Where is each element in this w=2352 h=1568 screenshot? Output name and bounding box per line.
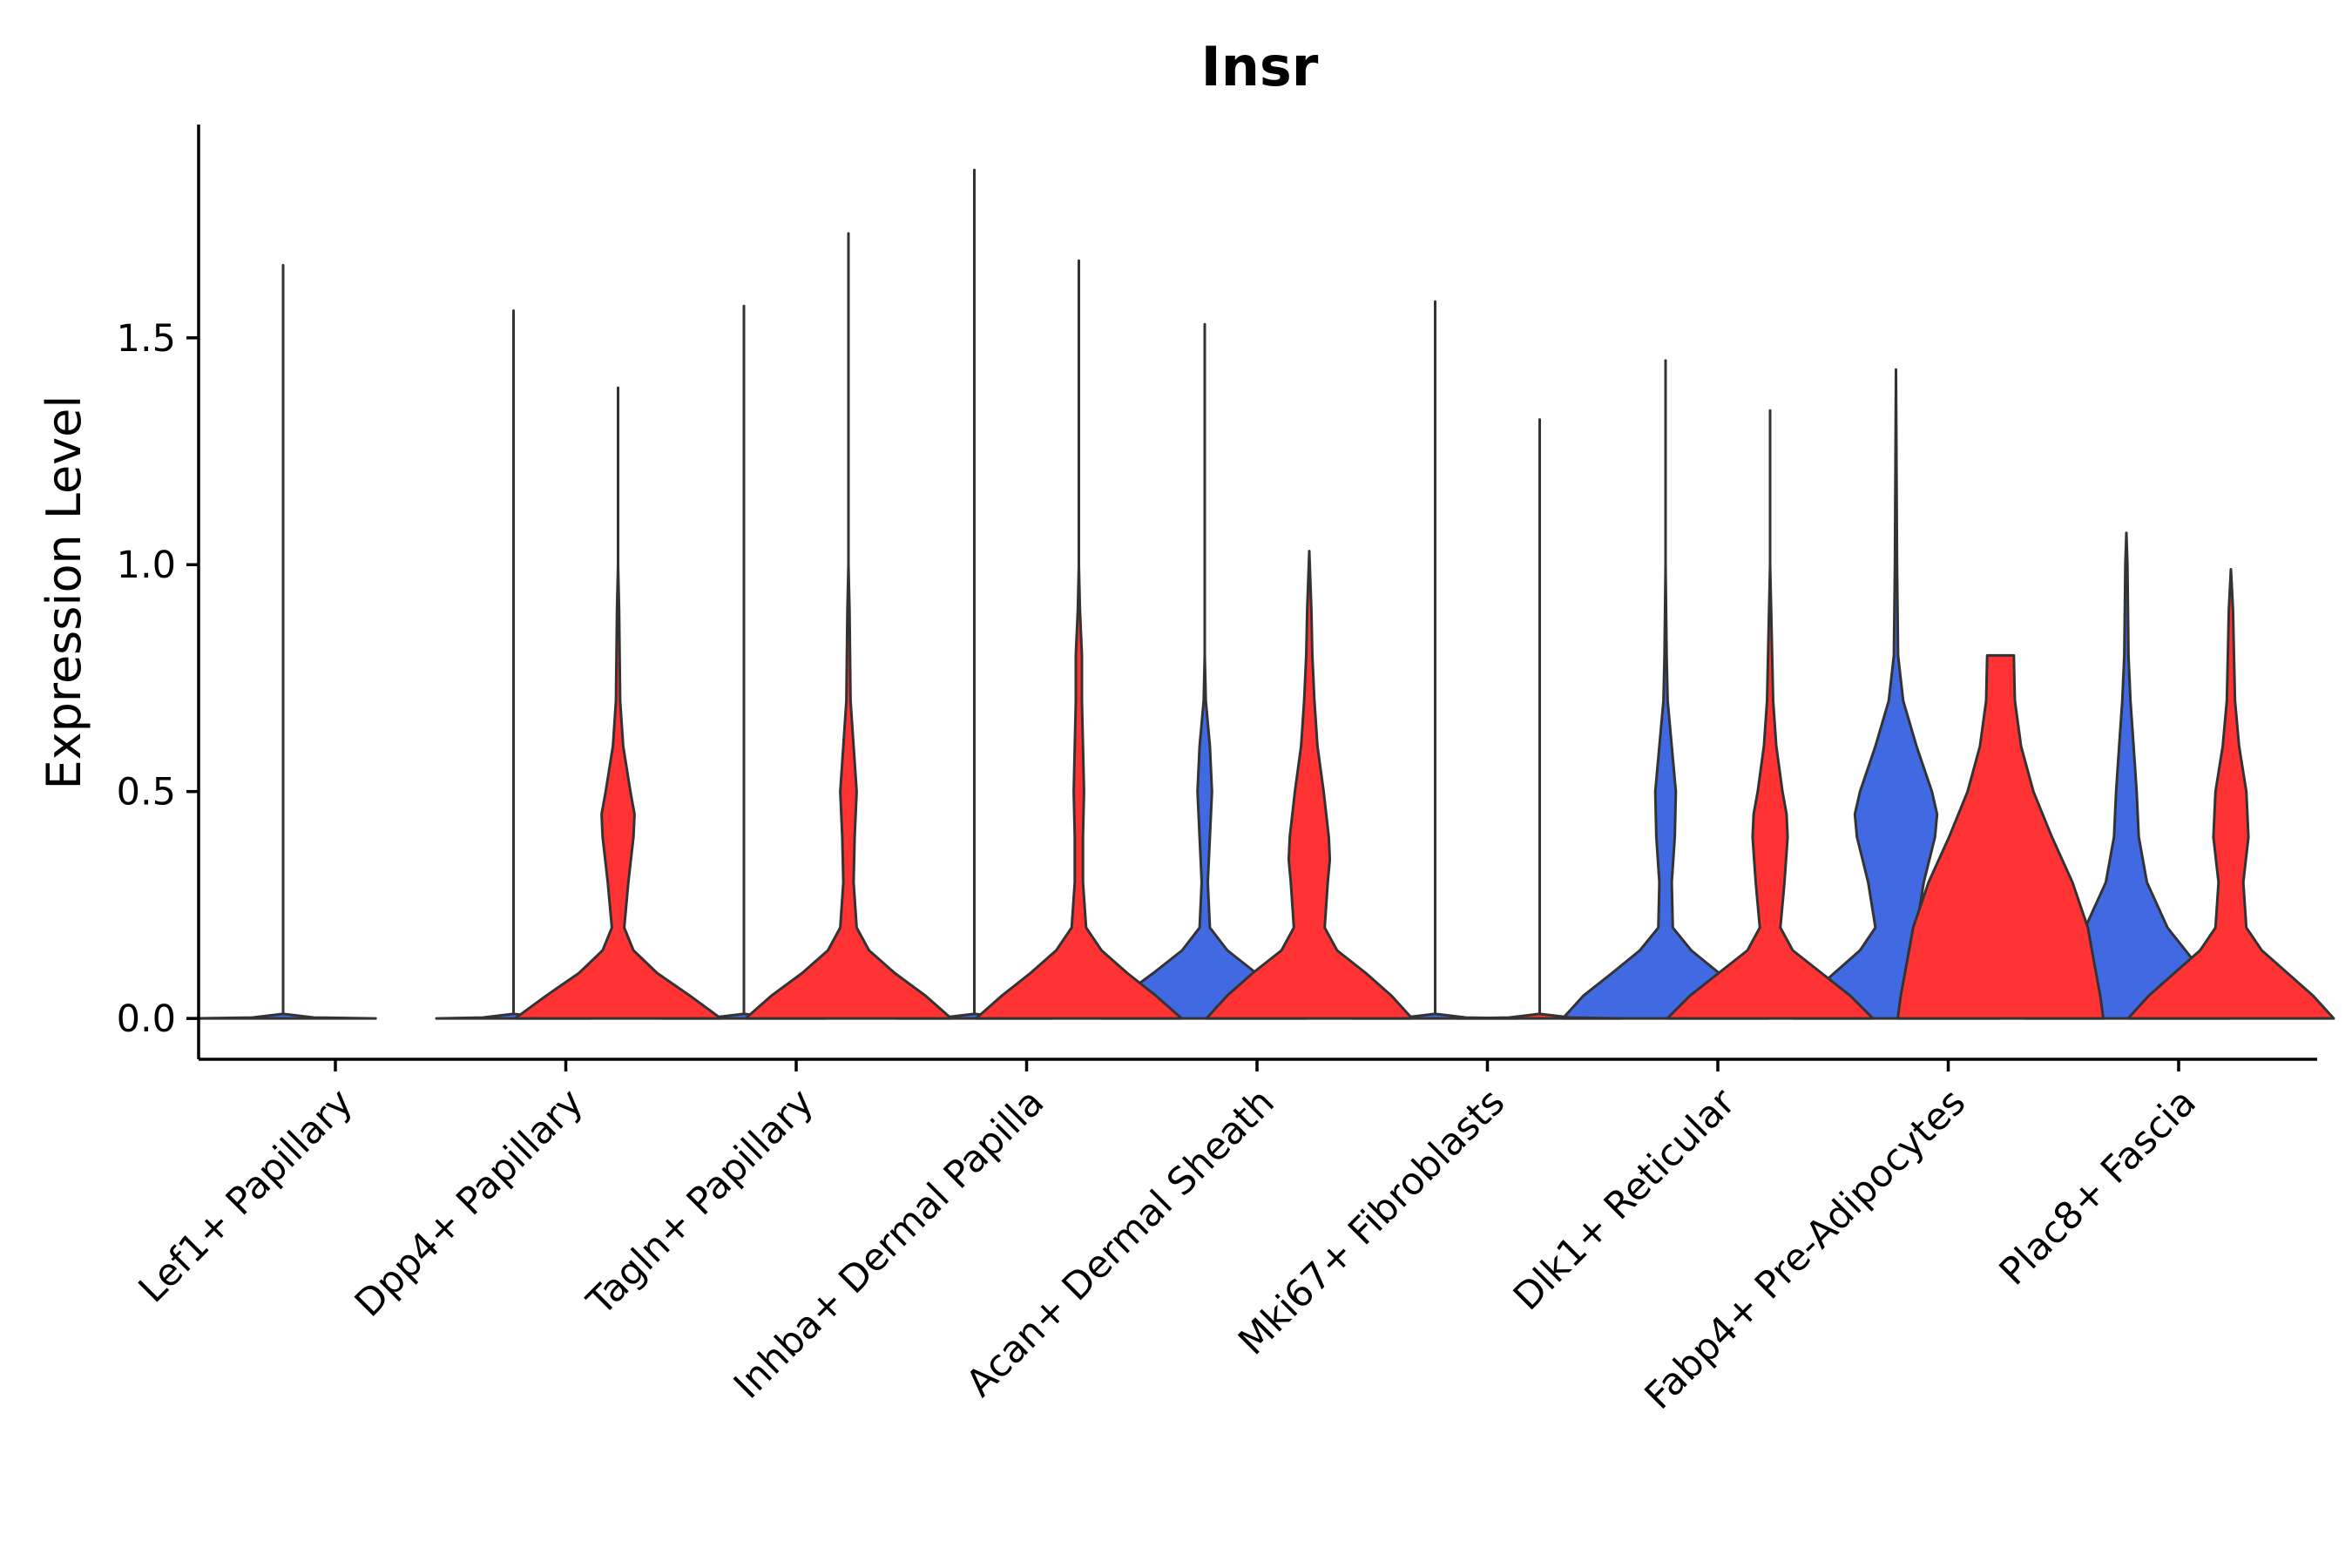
violin-group-1-6 bbox=[1351, 300, 1519, 1020]
violin-group-1-1 bbox=[189, 264, 377, 1020]
violin-group-1-7 bbox=[1561, 359, 1770, 1020]
violin-group-2-2 bbox=[514, 386, 722, 1020]
violin-group-2-9 bbox=[2126, 568, 2335, 1020]
x-category-label-1: Dpp4+ Papillary bbox=[347, 1080, 591, 1325]
y-tick-label-2: 1.0 bbox=[117, 544, 176, 587]
y-tick-label-0: 0.0 bbox=[117, 997, 176, 1041]
violin-group-2-6 bbox=[1456, 418, 1624, 1020]
violin-group-2-5 bbox=[1205, 550, 1414, 1020]
violin-group-2-4 bbox=[975, 259, 1183, 1020]
violin-group-2-7 bbox=[1666, 409, 1875, 1020]
violin-group-1-2 bbox=[435, 309, 592, 1020]
x-category-label-5: Mki67+ Fibroblasts bbox=[1230, 1080, 1513, 1363]
x-category-label-2: Tagln+ Papillary bbox=[578, 1080, 822, 1324]
x-category-label-6: Dlk1+ Reticular bbox=[1505, 1080, 1744, 1319]
violin-group-1-3 bbox=[660, 304, 828, 1020]
x-category-label-8: Plac8+ Fascia bbox=[1991, 1080, 2205, 1294]
violin-group-1-4 bbox=[896, 168, 1053, 1020]
violin-group-2-8 bbox=[1896, 653, 2105, 1020]
chart-title: Insr bbox=[1201, 35, 1319, 98]
y-tick-label-1: 0.5 bbox=[117, 771, 176, 814]
violins-layer bbox=[189, 168, 2335, 1020]
violin-group-1-5 bbox=[1100, 322, 1309, 1020]
y-tick-label-3: 1.5 bbox=[117, 317, 176, 361]
x-category-label-0: Lef1+ Papillary bbox=[131, 1080, 362, 1311]
violin-group-2-3 bbox=[744, 232, 953, 1020]
y-axis-label: Expression Level bbox=[37, 395, 91, 790]
